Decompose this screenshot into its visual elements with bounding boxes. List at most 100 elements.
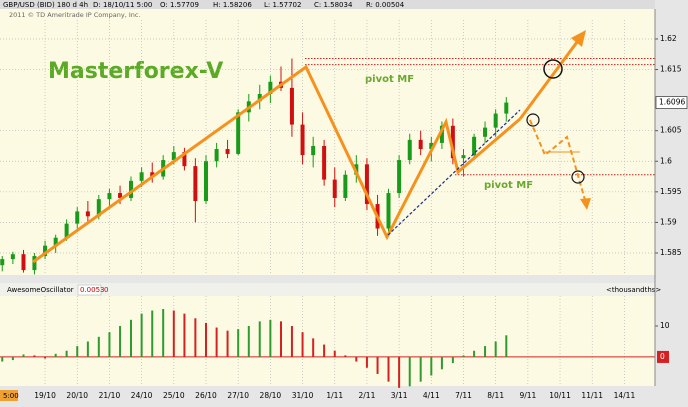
candle-body: [96, 199, 101, 217]
candle-body: [171, 152, 176, 161]
candle-body: [32, 256, 37, 271]
candle-body: [85, 211, 90, 217]
candle-body: [10, 254, 15, 260]
zero-box: [657, 350, 669, 363]
x-tick-label: 27/10: [227, 391, 249, 400]
candle-body: [397, 160, 402, 194]
x-tick-label: 9/11: [519, 391, 536, 400]
open: O: 1.57709: [160, 1, 199, 9]
date: D: 18/10/11 5:00: [93, 1, 152, 9]
x-tick-label: 2/11: [359, 391, 376, 400]
y-tick-label: 1.595: [660, 187, 682, 196]
candle-body: [64, 223, 69, 238]
candle-body: [257, 93, 262, 102]
y-tick-label: 0: [660, 352, 665, 361]
drawings: [32, 30, 591, 264]
candle-body: [289, 87, 294, 125]
candle-body: [118, 193, 123, 198]
x-tick-label: 8/11: [487, 391, 504, 400]
close: C: 1.58034: [314, 1, 353, 9]
range: R: 0.00504: [366, 1, 405, 9]
marker-circle: [571, 170, 585, 184]
trend-drawing: [518, 37, 582, 120]
candle-body: [43, 245, 48, 257]
candle-body: [483, 127, 488, 137]
arrow-head: [571, 30, 586, 47]
candle-body: [504, 102, 509, 114]
y-tick-label: 1.585: [660, 248, 682, 257]
candle-body: [418, 139, 423, 150]
candle-body: [429, 142, 434, 150]
time-box: [0, 390, 18, 401]
low: L: 1.57702: [264, 1, 301, 9]
y-tick-label: 10: [660, 321, 670, 330]
last-price: 1.6096: [659, 98, 685, 107]
candle-body: [386, 193, 391, 229]
marker-circle: [543, 59, 563, 79]
candle-body: [439, 125, 444, 143]
candle-body: [225, 149, 230, 154]
x-tick-label: 7/11: [455, 391, 472, 400]
arrow-head: [580, 198, 591, 210]
candle-body: [182, 152, 187, 167]
candle-body: [0, 259, 5, 266]
candle-body: [364, 164, 369, 205]
symbol: GBP/USD (BID) 180 d 4h: [3, 1, 88, 9]
candle-body: [236, 112, 241, 154]
y-tick-label: 1.615: [660, 65, 682, 74]
marks: 19/10 20/10 21/10 24/10 25/10 26/10 27/10 28/10…: [0, 9, 688, 400]
candle-body: [332, 179, 337, 198]
candle-body: [407, 139, 412, 161]
units-label: <thousandths>: [606, 286, 661, 294]
x-tick-label: 10/11: [549, 391, 571, 400]
x-tick-label: 31/10: [292, 391, 314, 400]
candle-body: [472, 136, 477, 156]
time-label: 5:00: [3, 392, 19, 400]
candle-body: [150, 172, 155, 177]
annotation: pivot MF: [484, 180, 533, 191]
trend-drawing: [32, 64, 521, 264]
candle-body: [214, 149, 219, 162]
projection: [529, 119, 586, 201]
high: H: 1.58206: [213, 1, 252, 9]
x-tick-label: 28/10: [260, 391, 282, 400]
x-tick-label: 24/10: [131, 391, 153, 400]
y-tick-label: 1.59: [660, 217, 677, 226]
candle-body: [139, 172, 144, 181]
candle-body: [461, 155, 466, 159]
support-line: [387, 109, 521, 236]
candle-body: [53, 237, 58, 246]
oscillator-title: AwesomeOscillator: [7, 286, 74, 294]
x-tick-label: 20/10: [66, 391, 88, 400]
candle-body: [203, 161, 208, 202]
x-tick-label: 19/10: [34, 391, 56, 400]
y-tick-label: 1.62: [660, 34, 677, 43]
x-tick-label: 21/10: [99, 391, 121, 400]
candle-body: [322, 145, 327, 180]
y-tick-label: 1.6: [660, 156, 672, 165]
candle-body: [311, 145, 316, 156]
candle-body: [300, 124, 305, 156]
y-tick-label: 1.605: [660, 126, 682, 135]
candle-body: [75, 211, 80, 224]
oscillator-value: 0.0053: [80, 286, 105, 294]
marker-circle: [526, 113, 540, 127]
value-box: [77, 284, 102, 296]
x-tick-label: 14/11: [614, 391, 636, 400]
annotation: pivot MF: [365, 74, 414, 85]
header-bar: [0, 0, 655, 9]
chart-title: Masterforex-V: [48, 59, 223, 84]
candle-body: [107, 193, 112, 200]
x-tick-label: 1/11: [326, 391, 343, 400]
copyright: 2011 © TD Ameritrade IP Company, Inc.: [9, 11, 141, 19]
candle-body: [268, 81, 273, 94]
last-price-box: [655, 96, 688, 109]
price-panel: [0, 9, 655, 275]
x-tick-label: 11/11: [581, 391, 603, 400]
oscillator-zero: 0: [104, 286, 108, 294]
oscillator-header: [0, 283, 655, 296]
candle-body: [193, 166, 198, 202]
candle-body: [129, 180, 133, 198]
candle-body: [450, 125, 455, 159]
